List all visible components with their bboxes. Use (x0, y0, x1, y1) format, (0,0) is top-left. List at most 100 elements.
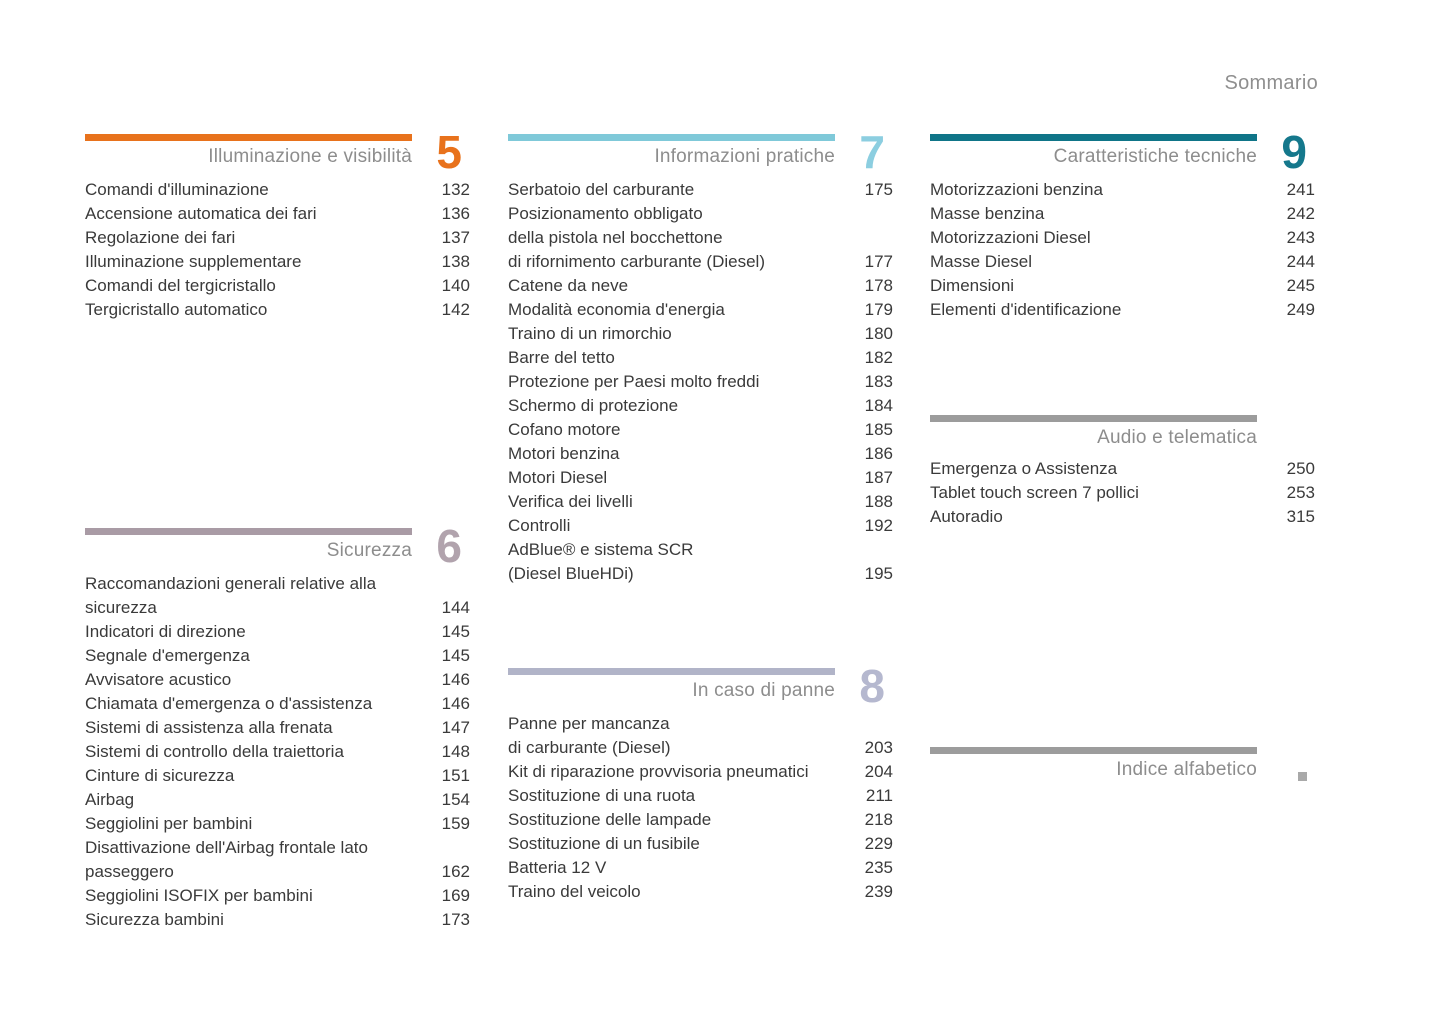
toc-item[interactable]: Emergenza o Assistenza 250 (930, 457, 1315, 481)
toc-item[interactable]: Posizionamento obbligato della pistola n… (508, 202, 893, 274)
toc-item[interactable]: Cofano motore 185 (508, 418, 893, 442)
toc-item-page: 253 (1286, 483, 1315, 502)
toc-item-label: Comandi del tergicristallo (85, 276, 276, 295)
section-number (1257, 747, 1315, 783)
toc-item-page: 245 (1286, 276, 1315, 295)
toc-item-label: Cinture di sicurezza (85, 766, 235, 785)
toc-item-label: Airbag (85, 790, 135, 809)
section-title: Sicurezza (326, 540, 412, 561)
section-color-bar (930, 415, 1257, 422)
toc-item-page: 250 (1286, 459, 1315, 478)
toc-item[interactable]: Elementi d'identificazione 249 (930, 298, 1315, 322)
toc-item[interactable]: Traino del veicolo 239 (508, 880, 893, 904)
toc-item-page: 243 (1286, 228, 1315, 247)
toc-item-label: Traino di un rimorchio (508, 324, 672, 343)
toc-item[interactable]: Serbatoio del carburante 175 (508, 178, 893, 202)
toc-item-page: 142 (441, 300, 470, 319)
toc-item[interactable]: Sostituzione delle lampade 218 (508, 808, 893, 832)
toc-item-label: Masse Diesel (930, 252, 1033, 271)
toc-item[interactable]: Tergicristallo automatico 142 (85, 298, 470, 322)
toc-item[interactable]: Accensione automatica dei fari 136 (85, 202, 470, 226)
toc-item-page: 239 (864, 882, 893, 901)
toc-item[interactable]: AdBlue® e sistema SCR (Diesel BlueHDi) 19… (508, 538, 893, 586)
toc-item[interactable]: Chiamata d'emergenza o d'assistenza 146 (85, 692, 470, 716)
toc-item[interactable]: Seggiolini ISOFIX per bambini 169 (85, 884, 470, 908)
section-title: Audio e telematica (1097, 427, 1257, 448)
toc-item[interactable]: Catene da neve 178 (508, 274, 893, 298)
toc-item-page: 132 (441, 180, 470, 199)
toc-item-label: Raccomandazioni generali relative alla s… (85, 574, 377, 617)
toc-item[interactable]: Illuminazione supplementare 138 (85, 250, 470, 274)
toc-item-label: Dimensioni (930, 276, 1015, 295)
section-title: Informazioni pratiche (654, 146, 835, 167)
toc-item-page: 242 (1286, 204, 1315, 223)
toc-item[interactable]: Motori Diesel 187 (508, 466, 893, 490)
toc-item[interactable]: Sostituzione di un fusibile 229 (508, 832, 893, 856)
toc-item-page: 140 (441, 276, 470, 295)
toc-item-label: Traino del veicolo (508, 882, 641, 901)
toc-item-label: Panne per mancanza di carburante (Diesel… (508, 714, 671, 757)
section-color-bar (85, 134, 412, 141)
toc-item-list: Comandi d'illuminazione 132 Accensione au… (85, 178, 470, 322)
toc-item[interactable]: Masse benzina 242 (930, 202, 1315, 226)
toc-item[interactable]: Traino di un rimorchio 180 (508, 322, 893, 346)
toc-item[interactable]: Indicatori di direzione 145 (85, 620, 470, 644)
toc-item-page: 187 (864, 468, 893, 487)
toc-item[interactable]: Tablet touch screen 7 pollici 253 (930, 481, 1315, 505)
toc-item[interactable]: Kit di riparazione provvisoria pneumatic… (508, 760, 893, 784)
toc-item-page: 211 (865, 786, 893, 805)
toc-item-label: Autoradio (930, 507, 1003, 526)
toc-item[interactable]: Barre del tetto 182 (508, 346, 893, 370)
toc-item[interactable]: Motorizzazioni benzina 241 (930, 178, 1315, 202)
toc-item-label: Motorizzazioni Diesel (930, 228, 1091, 247)
toc-item[interactable]: Controlli 192 (508, 514, 893, 538)
toc-item[interactable]: Segnale d'emergenza 145 (85, 644, 470, 668)
toc-item-label: Controlli (508, 516, 571, 535)
toc-item[interactable]: Disattivazione dell'Airbag frontale lato… (85, 836, 470, 884)
toc-item-label: Batteria 12 V (508, 858, 607, 877)
toc-item[interactable]: Regolazione dei fari 137 (85, 226, 470, 250)
toc-item[interactable]: Modalità economia d'energia 179 (508, 298, 893, 322)
toc-item[interactable]: Comandi del tergicristallo 140 (85, 274, 470, 298)
toc-item[interactable]: Avvisatore acustico 146 (85, 668, 470, 692)
toc-item[interactable]: Seggiolini per bambini 159 (85, 812, 470, 836)
toc-item-label: Disattivazione dell'Airbag frontale lato… (85, 838, 368, 881)
section-color-bar (930, 134, 1257, 141)
toc-item-page: 146 (441, 670, 470, 689)
toc-item-page: 137 (441, 228, 470, 247)
toc-item[interactable]: Autoradio 315 (930, 505, 1315, 529)
toc-item[interactable]: Masse Diesel 244 (930, 250, 1315, 274)
toc-item-page: 249 (1286, 300, 1315, 319)
toc-item[interactable]: Sostituzione di una ruota 211 (508, 784, 893, 808)
toc-item-label: Avvisatore acustico (85, 670, 232, 689)
toc-item[interactable]: Panne per mancanza di carburante (Diesel… (508, 712, 893, 760)
toc-item-list: Motorizzazioni benzina 241 Masse benzina 2… (930, 178, 1315, 322)
toc-item[interactable]: Protezione per Paesi molto freddi 183 (508, 370, 893, 394)
toc-item-page: 146 (441, 694, 470, 713)
toc-item[interactable]: Airbag 154 (85, 788, 470, 812)
toc-item-label: Kit di riparazione provvisoria pneumatic… (508, 762, 809, 781)
toc-item[interactable]: Comandi d'illuminazione 132 (85, 178, 470, 202)
toc-item[interactable]: Cinture di sicurezza 151 (85, 764, 470, 788)
toc-item[interactable]: Dimensioni 245 (930, 274, 1315, 298)
toc-item[interactable]: Sistemi di assistenza alla frenata 147 (85, 716, 470, 740)
section-color-bar (930, 747, 1257, 754)
toc-item[interactable]: Motori benzina 186 (508, 442, 893, 466)
toc-item[interactable]: Verifica dei livelli 188 (508, 490, 893, 514)
toc-item-page: 178 (864, 276, 893, 295)
toc-item[interactable]: Sistemi di controllo della traiettoria 14… (85, 740, 470, 764)
toc-item-page: 180 (864, 324, 893, 343)
toc-item-label: Seggiolini ISOFIX per bambini (85, 886, 313, 905)
toc-item[interactable]: Sicurezza bambini 173 (85, 908, 470, 932)
toc-item[interactable]: Schermo di protezione 184 (508, 394, 893, 418)
toc-item-label: Tergicristallo automatico (85, 300, 268, 319)
toc-item[interactable]: Motorizzazioni Diesel 243 (930, 226, 1315, 250)
page-title: Sommario (1224, 72, 1318, 94)
toc-item-page: 145 (441, 646, 470, 665)
toc-item[interactable]: Raccomandazioni generali relative alla s… (85, 572, 470, 620)
toc-item-page: 145 (441, 622, 470, 641)
toc-item-page: 218 (864, 810, 893, 829)
toc-item-page: 229 (864, 834, 893, 853)
toc-item-list: Emergenza o Assistenza 250 Tablet touch s… (930, 457, 1315, 529)
toc-item[interactable]: Batteria 12 V 235 (508, 856, 893, 880)
